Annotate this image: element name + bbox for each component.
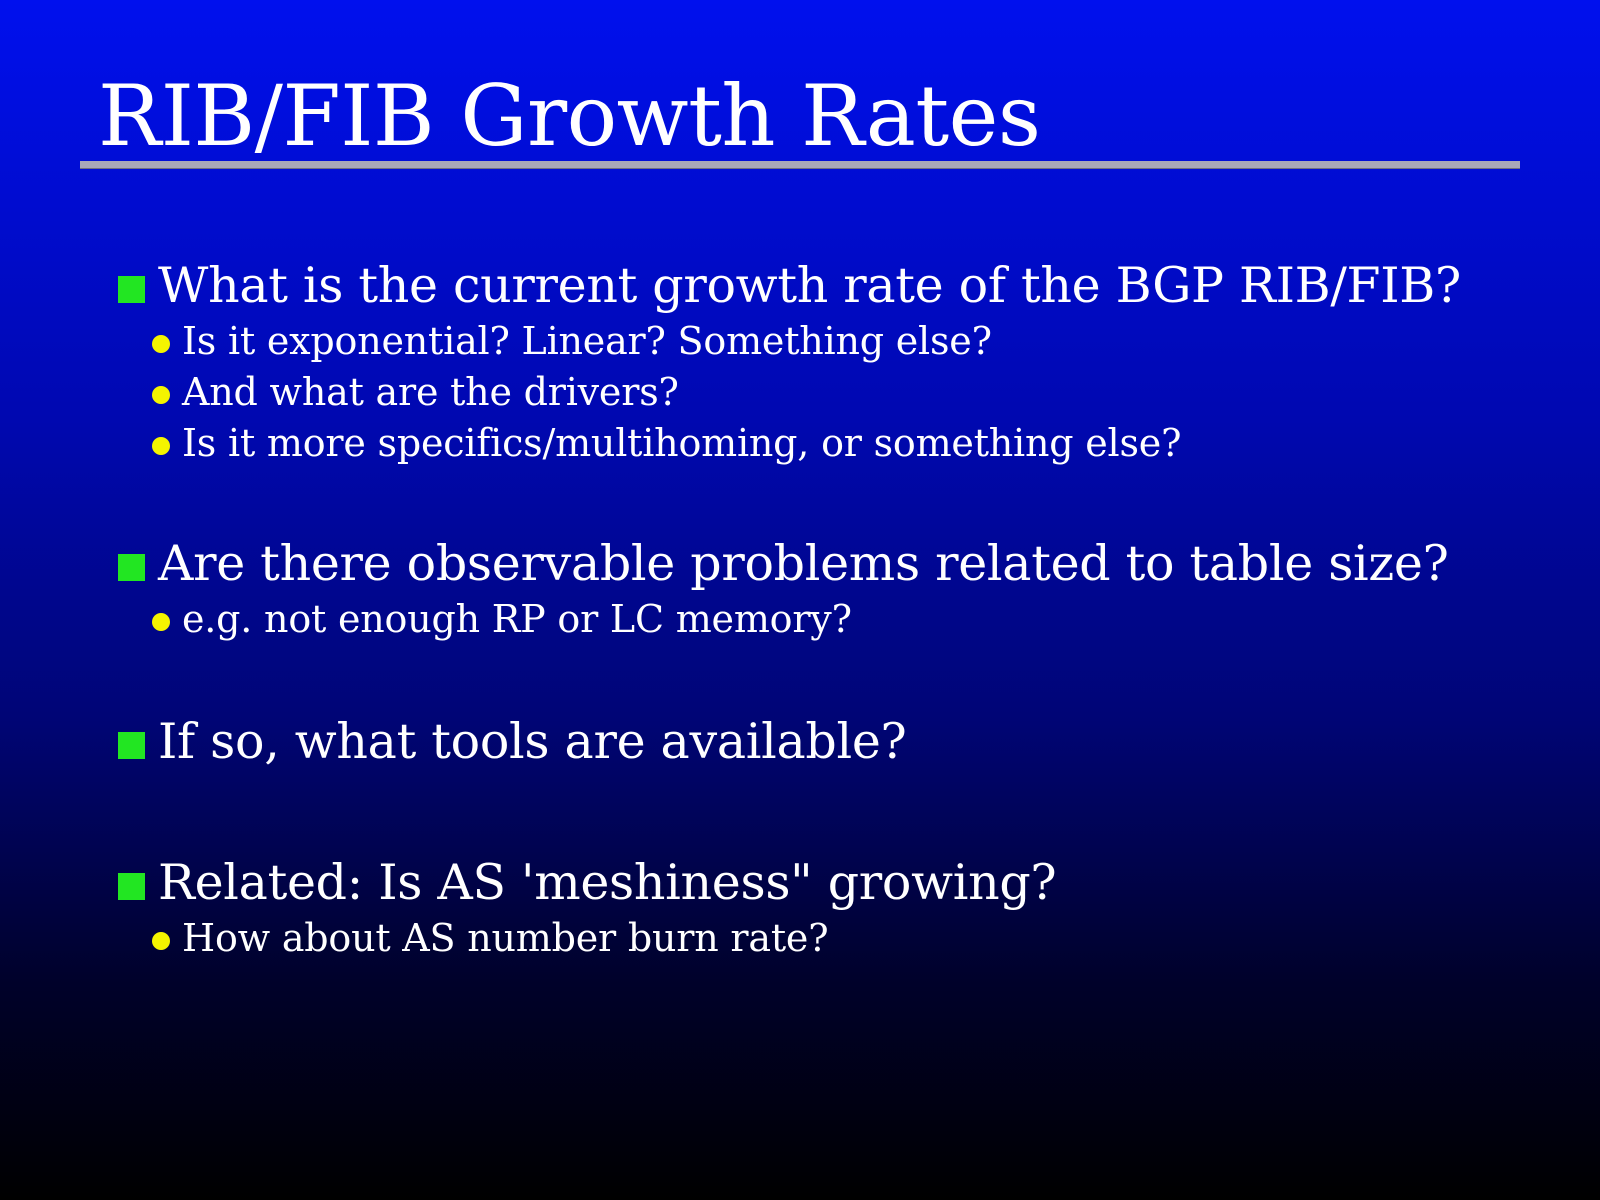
sub-bullet-list: How about AS number burn rate? <box>152 913 1056 964</box>
sub-bullet-item: Is it exponential? Linear? Something els… <box>152 316 1461 367</box>
sub-bullet-text: Is it exponential? Linear? Something els… <box>182 319 992 363</box>
sub-bullet-text: And what are the drivers? <box>182 370 679 414</box>
yellow-dot-bullet-icon <box>152 385 170 404</box>
sub-bullet-text: Is it more specifics/multihoming, or som… <box>182 421 1182 465</box>
title-underline <box>80 161 1520 169</box>
bullet-text: If so, what tools are available? <box>158 713 907 770</box>
bullet-text: Are there observable problems related to… <box>158 535 1449 592</box>
yellow-dot-bullet-icon <box>152 612 170 631</box>
sub-bullet-text: e.g. not enough RP or LC memory? <box>182 597 852 641</box>
bullet-item: Related: Is AS 'meshiness" growing? How … <box>118 853 1057 964</box>
sub-bullet-list: e.g. not enough RP or LC memory? <box>152 594 1449 645</box>
sub-bullet-item: And what are the drivers? <box>152 367 1461 418</box>
yellow-dot-bullet-icon <box>152 334 170 353</box>
bullet-item: What is the current growth rate of the B… <box>118 256 1461 469</box>
yellow-dot-bullet-icon <box>152 931 170 950</box>
slide-title: RIB/FIB Growth Rates <box>98 67 1041 165</box>
bullet-item: Are there observable problems related to… <box>118 534 1449 645</box>
sub-bullet-text: How about AS number burn rate? <box>182 916 829 960</box>
bullet-item: If so, what tools are available? <box>118 712 907 772</box>
sub-bullet-item: How about AS number burn rate? <box>152 913 1056 964</box>
green-square-bullet-icon <box>118 872 145 900</box>
bullet-text: What is the current growth rate of the B… <box>158 257 1461 314</box>
green-square-bullet-icon <box>118 275 145 303</box>
green-square-bullet-icon <box>118 553 145 581</box>
green-square-bullet-icon <box>118 731 145 759</box>
sub-bullet-list: Is it exponential? Linear? Something els… <box>152 316 1461 469</box>
sub-bullet-item: e.g. not enough RP or LC memory? <box>152 594 1449 645</box>
sub-bullet-item: Is it more specifics/multihoming, or som… <box>152 418 1461 469</box>
yellow-dot-bullet-icon <box>152 436 170 455</box>
bullet-text: Related: Is AS 'meshiness" growing? <box>158 854 1057 911</box>
